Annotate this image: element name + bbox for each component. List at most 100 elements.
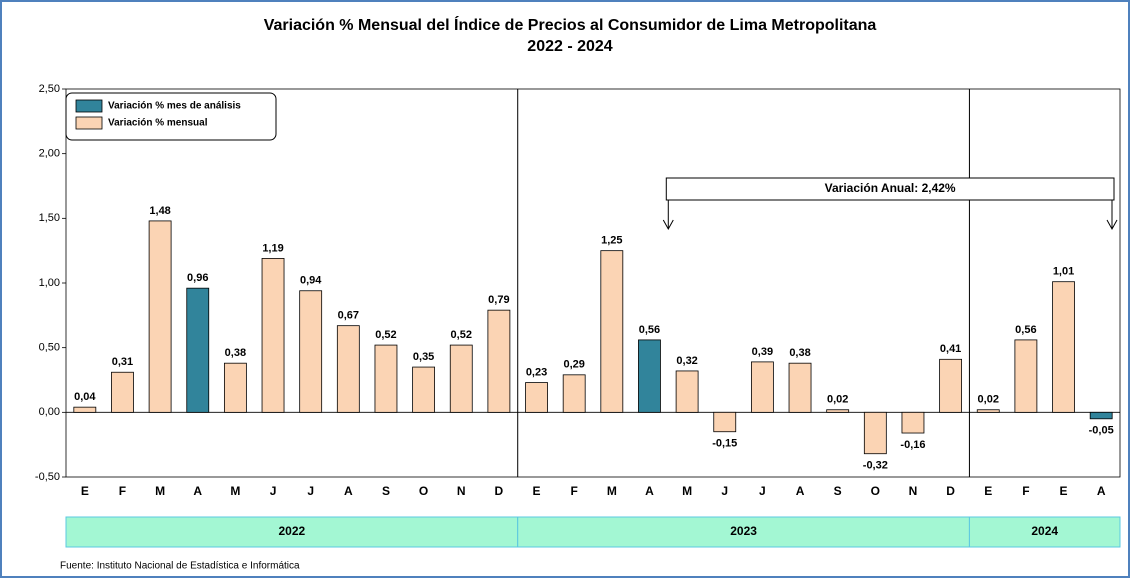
x-tick-label: A	[1097, 484, 1106, 498]
x-tick-label: F	[119, 484, 126, 498]
bar	[1089, 411, 1113, 420]
y-tick-label: -0,50	[35, 471, 60, 483]
value-label: 0,79	[488, 294, 509, 306]
value-label: 0,31	[112, 356, 133, 368]
bar	[901, 411, 925, 434]
bar	[336, 325, 360, 413]
bar	[750, 361, 774, 413]
value-label: 0,29	[563, 359, 584, 371]
year-label: 2024	[1031, 524, 1058, 538]
bar	[826, 409, 850, 413]
x-tick-label: A	[344, 484, 353, 498]
bar	[261, 258, 285, 413]
x-tick-label: J	[270, 484, 277, 498]
x-tick-label: E	[1060, 484, 1068, 498]
legend-label: Variación % mensual	[108, 118, 208, 129]
year-band	[968, 516, 1121, 548]
x-tick-label: F	[1022, 484, 1029, 498]
bar	[600, 250, 624, 413]
value-label: 0,94	[300, 275, 322, 287]
value-label: 0,56	[1015, 324, 1036, 336]
bar	[374, 344, 398, 413]
legend-swatch	[75, 99, 103, 113]
value-label: 0,56	[639, 324, 660, 336]
value-label: -0,16	[900, 439, 925, 451]
value-label: 0,41	[940, 343, 961, 355]
legend-label: Variación % mes de análisis	[108, 101, 241, 112]
value-label: -0,05	[1089, 425, 1114, 437]
value-label: 0,02	[827, 394, 848, 406]
x-tick-label: E	[81, 484, 89, 498]
chart-subtitle: 2022 - 2024	[527, 38, 613, 55]
bar	[111, 371, 134, 413]
y-tick-label: 2,50	[39, 83, 60, 95]
annotation-arrowhead	[1106, 219, 1118, 231]
bar	[449, 344, 473, 413]
y-tick-label: 1,50	[39, 212, 60, 224]
x-tick-label: J	[759, 484, 766, 498]
x-tick-label: M	[155, 484, 165, 498]
x-tick-label: F	[571, 484, 578, 498]
value-label: 0,67	[338, 310, 359, 322]
x-tick-label: E	[984, 484, 992, 498]
x-tick-label: M	[230, 484, 240, 498]
bar	[976, 409, 1000, 413]
bar	[788, 362, 812, 413]
value-label: 1,48	[149, 205, 170, 217]
value-label: 1,01	[1053, 266, 1074, 278]
x-tick-label: E	[533, 484, 541, 498]
x-tick-label: S	[382, 484, 390, 498]
y-tick-label: 2,00	[39, 148, 60, 160]
value-label: 0,04	[74, 391, 96, 403]
x-tick-label: J	[307, 484, 314, 498]
bar	[186, 287, 210, 413]
value-label: 0,38	[225, 347, 246, 359]
chart-title: Variación % Mensual del Índice de Precio…	[264, 15, 877, 34]
value-label: 0,52	[375, 329, 396, 341]
y-tick-label: 1,00	[39, 277, 60, 289]
bar	[412, 366, 436, 413]
bar	[525, 382, 548, 413]
y-tick-label: 0,00	[39, 406, 60, 418]
x-tick-label: A	[645, 484, 654, 498]
bar	[487, 309, 511, 413]
x-tick-label: D	[495, 484, 504, 498]
x-tick-label: M	[682, 484, 692, 498]
bar	[299, 290, 323, 413]
bar	[713, 411, 737, 433]
value-label: 0,96	[187, 272, 208, 284]
bar	[562, 374, 586, 413]
year-band	[517, 516, 970, 548]
value-label: -0,15	[712, 438, 737, 450]
value-label: 0,32	[676, 355, 697, 367]
x-tick-label: O	[419, 484, 428, 498]
value-label: 0,39	[752, 346, 773, 358]
y-tick-label: 0,50	[39, 342, 60, 354]
x-tick-label: S	[834, 484, 842, 498]
value-label: 0,23	[526, 366, 547, 378]
bar	[1014, 339, 1038, 413]
x-tick-label: N	[457, 484, 466, 498]
x-tick-label: N	[909, 484, 918, 498]
bar	[638, 339, 661, 413]
value-label: 1,25	[601, 235, 622, 247]
value-label: 0,02	[978, 394, 999, 406]
year-label: 2023	[730, 524, 757, 538]
x-tick-label: M	[607, 484, 617, 498]
x-tick-label: J	[721, 484, 728, 498]
x-tick-label: D	[946, 484, 955, 498]
annotation-box	[665, 177, 1115, 201]
value-label: 1,19	[262, 242, 283, 254]
legend-box	[65, 92, 277, 141]
value-label: 0,38	[789, 347, 810, 359]
x-tick-label: A	[796, 484, 805, 498]
value-label: 0,52	[451, 329, 472, 341]
year-label: 2022	[279, 524, 306, 538]
legend-swatch	[75, 116, 103, 130]
year-band	[65, 516, 519, 548]
x-tick-label: A	[193, 484, 202, 498]
bar	[148, 220, 172, 413]
bar	[223, 362, 247, 413]
value-label: 0,35	[413, 351, 434, 363]
